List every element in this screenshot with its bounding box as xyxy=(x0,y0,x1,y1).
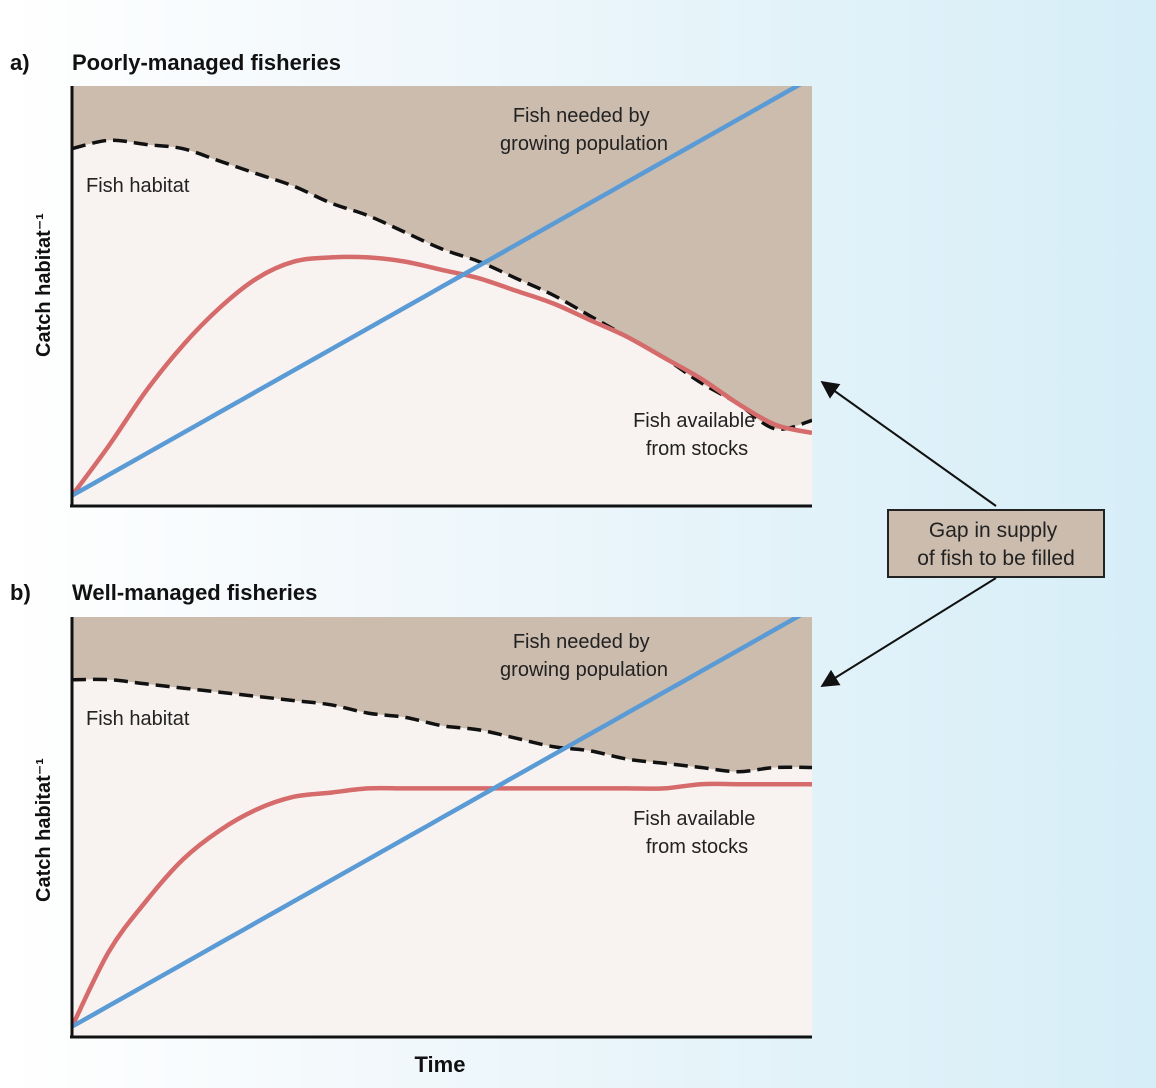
panel-a-label: a) xyxy=(10,50,30,75)
panel-a-habitat-line xyxy=(72,138,812,432)
panel-a: a) Poorly-managed fisheries Catch habita… xyxy=(10,50,812,508)
callout-arrow-top xyxy=(820,380,997,507)
panel-b: b) Well-managed fisheries Catch habitat⁻… xyxy=(10,580,812,1077)
panel-b-ylabel: Catch habitat⁻¹ xyxy=(33,758,55,902)
panel-b-supply-line xyxy=(72,781,812,1028)
panel-a-habitat-label: Fish habitat xyxy=(86,175,190,197)
panel-a-demand-line xyxy=(72,86,802,498)
panel-a-ylabel: Catch habitat⁻¹ xyxy=(33,213,55,357)
panel-a-supply-line xyxy=(72,254,812,497)
gap-callout: Gap in supply of fish to be filled xyxy=(820,380,1105,687)
panel-a-demand-label: Fish needed by growing population xyxy=(500,105,668,155)
callout-text: Gap in supply of fish to be filled xyxy=(917,519,1075,570)
panel-b-demand-label: Fish needed by growing population xyxy=(500,631,668,681)
panel-b-gap-area xyxy=(72,617,812,772)
panel-b-demand-line xyxy=(72,617,802,1029)
panel-a-supply-label: Fish available from stocks xyxy=(633,410,761,460)
panel-b-label: b) xyxy=(10,580,31,605)
x-axis-label: Time xyxy=(415,1052,466,1077)
callout-arrow-bottom xyxy=(820,577,997,687)
panel-b-habitat-label: Fish habitat xyxy=(86,708,190,730)
panel-b-supply-label: Fish available from stocks xyxy=(633,808,761,858)
panel-a-gap-area xyxy=(72,86,812,430)
panel-a-title: Poorly-managed fisheries xyxy=(72,50,341,75)
callout-box xyxy=(887,509,1105,578)
panel-b-title: Well-managed fisheries xyxy=(72,580,317,605)
